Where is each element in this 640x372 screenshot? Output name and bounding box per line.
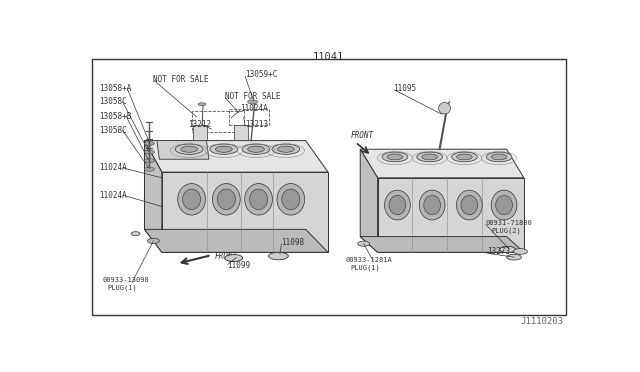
Polygon shape (162, 172, 328, 252)
Polygon shape (145, 230, 328, 252)
Text: FRONT: FRONT (215, 251, 238, 260)
Text: 13212: 13212 (188, 120, 211, 129)
Text: 11095: 11095 (394, 84, 417, 93)
Ellipse shape (382, 152, 408, 162)
Ellipse shape (513, 248, 527, 254)
Text: 11024A: 11024A (99, 190, 127, 199)
Polygon shape (360, 149, 524, 178)
FancyBboxPatch shape (193, 125, 207, 140)
Polygon shape (145, 141, 328, 172)
Polygon shape (360, 237, 524, 252)
Ellipse shape (244, 183, 273, 215)
Ellipse shape (131, 232, 140, 236)
Bar (191, 110, 244, 132)
Text: PLUG(2): PLUG(2) (492, 227, 522, 234)
Polygon shape (157, 141, 209, 159)
Ellipse shape (182, 189, 200, 209)
Ellipse shape (456, 190, 483, 220)
Ellipse shape (358, 241, 370, 246)
Ellipse shape (178, 183, 205, 215)
Ellipse shape (282, 189, 300, 209)
Text: PLUG(1): PLUG(1) (351, 264, 381, 271)
Text: J1110203: J1110203 (520, 317, 564, 326)
Text: FRONT: FRONT (350, 131, 374, 140)
Ellipse shape (422, 154, 437, 160)
Ellipse shape (145, 141, 154, 145)
Ellipse shape (242, 144, 270, 154)
Ellipse shape (500, 246, 515, 253)
Text: PLUG(1): PLUG(1) (108, 284, 137, 291)
Text: 13058C: 13058C (99, 97, 127, 106)
Ellipse shape (278, 146, 294, 152)
Text: NOT FOR SALE: NOT FOR SALE (154, 74, 209, 83)
Ellipse shape (387, 154, 403, 160)
Text: 08931-71800: 08931-71800 (486, 220, 532, 226)
Text: 13273: 13273 (486, 247, 510, 256)
Ellipse shape (198, 103, 206, 106)
Ellipse shape (212, 183, 240, 215)
Text: NOT FOR SALE: NOT FOR SALE (225, 92, 280, 101)
Text: 11041: 11041 (312, 52, 344, 62)
Text: 13058C: 13058C (99, 126, 127, 135)
Ellipse shape (457, 154, 472, 160)
Text: 11024A: 11024A (99, 163, 127, 172)
Ellipse shape (250, 189, 268, 209)
Ellipse shape (248, 146, 264, 152)
Text: 00933-13090: 00933-13090 (102, 277, 149, 283)
Polygon shape (378, 178, 524, 252)
Text: 11099: 11099 (227, 261, 250, 270)
Ellipse shape (417, 152, 443, 162)
Ellipse shape (461, 195, 477, 215)
Ellipse shape (145, 167, 154, 171)
Ellipse shape (492, 154, 507, 160)
Text: 13213: 13213 (244, 120, 268, 129)
Ellipse shape (419, 190, 445, 220)
Text: 11098: 11098 (281, 238, 304, 247)
Ellipse shape (272, 144, 300, 154)
Ellipse shape (438, 103, 451, 114)
Polygon shape (145, 141, 162, 252)
Ellipse shape (496, 195, 513, 215)
Ellipse shape (145, 158, 154, 163)
Text: 13058+A: 13058+A (99, 84, 131, 93)
Ellipse shape (225, 254, 243, 262)
Ellipse shape (218, 189, 236, 209)
Ellipse shape (210, 144, 237, 154)
Text: 11024A: 11024A (240, 104, 268, 113)
Ellipse shape (277, 183, 305, 215)
Ellipse shape (147, 238, 159, 243)
Ellipse shape (175, 144, 203, 154)
Ellipse shape (486, 152, 512, 162)
Ellipse shape (507, 254, 522, 260)
Bar (92, 59, 566, 315)
Ellipse shape (269, 252, 288, 260)
Ellipse shape (385, 190, 410, 220)
Polygon shape (360, 149, 378, 252)
Ellipse shape (491, 190, 517, 220)
Ellipse shape (180, 146, 198, 152)
Ellipse shape (145, 150, 154, 154)
Ellipse shape (248, 100, 257, 104)
Text: 13058+B: 13058+B (99, 112, 131, 121)
Ellipse shape (424, 195, 440, 215)
FancyBboxPatch shape (234, 125, 248, 140)
Ellipse shape (389, 195, 406, 215)
Text: 13059+C: 13059+C (244, 70, 277, 79)
Ellipse shape (216, 146, 232, 152)
Text: 00933-1281A: 00933-1281A (346, 257, 392, 263)
Ellipse shape (451, 152, 477, 162)
Bar (229, 109, 269, 125)
